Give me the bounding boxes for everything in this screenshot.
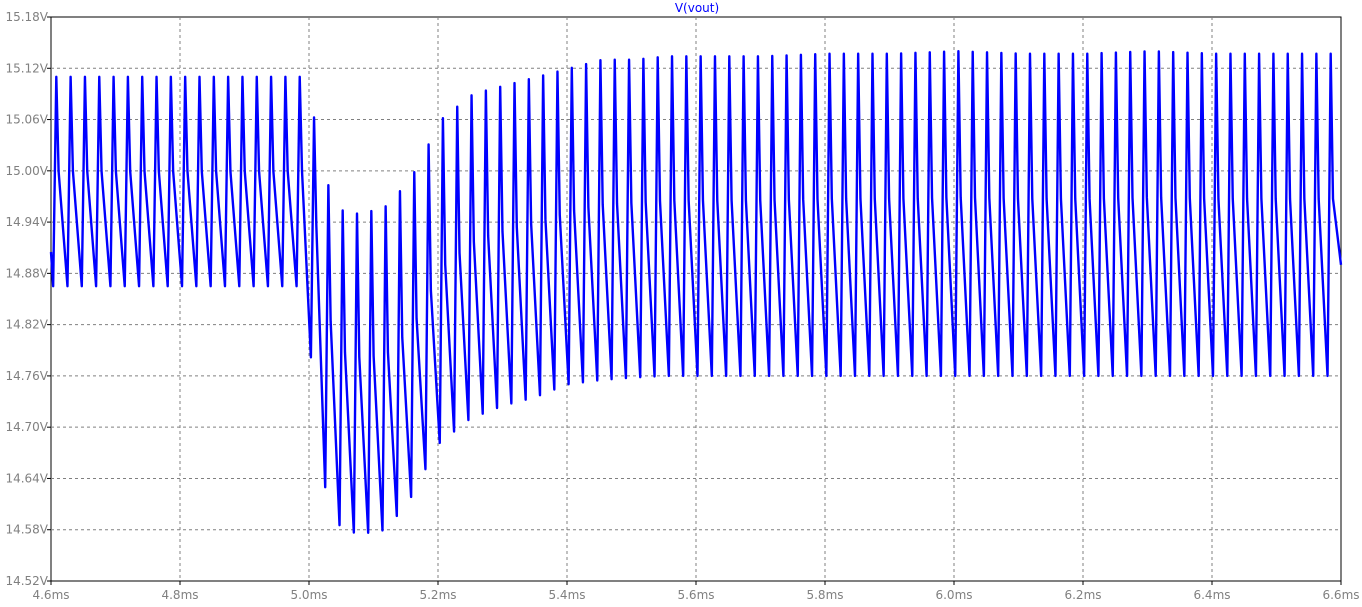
y-tick-label: 15.00V	[5, 164, 48, 178]
x-tick-label: 5.6ms	[677, 588, 714, 602]
x-tick-label: 5.4ms	[548, 588, 585, 602]
y-tick-label: 14.52V	[5, 574, 48, 588]
y-tick-label: 14.58V	[5, 523, 48, 537]
y-tick-label: 14.64V	[5, 471, 48, 485]
x-tick-label: 5.8ms	[806, 588, 843, 602]
x-tick-label: 6.2ms	[1064, 588, 1101, 602]
x-tick-label: 6.0ms	[935, 588, 972, 602]
trace-title: V(vout)	[675, 1, 719, 15]
y-tick-label: 14.94V	[5, 215, 48, 229]
x-tick-label: 5.2ms	[419, 588, 456, 602]
x-tick-label: 4.8ms	[161, 588, 198, 602]
series-line-vout	[49, 50, 1343, 534]
data-series	[49, 50, 1343, 534]
y-tick-label: 14.88V	[5, 266, 48, 280]
y-tick-label: 15.06V	[5, 113, 48, 127]
y-tick-label: 15.18V	[5, 10, 48, 24]
y-tick-label: 15.12V	[5, 61, 48, 75]
x-tick-label: 6.4ms	[1193, 588, 1230, 602]
x-tick-label: 4.6ms	[32, 588, 69, 602]
x-tick-label: 5.0ms	[290, 588, 327, 602]
x-tick-label: 6.6ms	[1322, 588, 1359, 602]
axis-ticks: 4.6ms 4.8ms 5.0ms 5.2ms 5.4ms 5.6ms 5.8ms 6.0ms…	[5, 10, 1359, 602]
y-tick-label: 14.70V	[5, 420, 48, 434]
y-tick-label: 14.82V	[5, 318, 48, 332]
y-tick-label: 14.76V	[5, 369, 48, 383]
